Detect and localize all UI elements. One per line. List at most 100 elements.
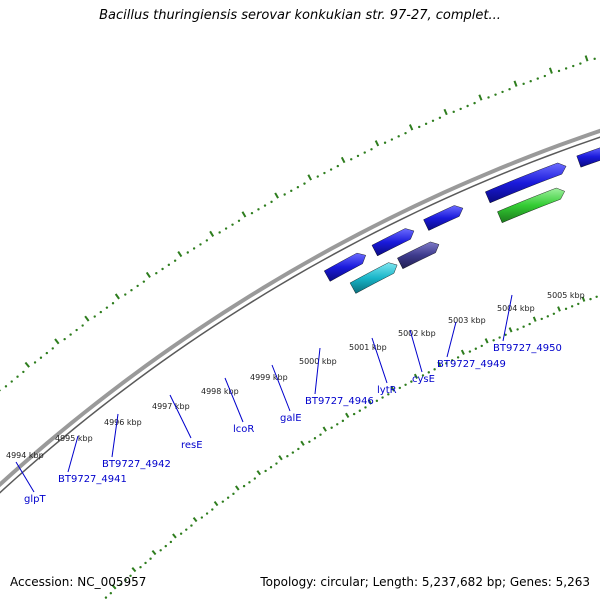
scale-dash	[111, 584, 117, 590]
gene-arrow-BT9727-4941	[397, 241, 440, 270]
scale-dot	[39, 356, 43, 359]
scale-dot	[308, 440, 311, 443]
scale-dot	[418, 125, 421, 129]
scale-dot	[577, 302, 580, 306]
scale-dot	[232, 492, 235, 496]
tick-label: 4994 kbp	[6, 451, 44, 460]
scale-dot	[350, 158, 353, 161]
gene-arrow	[423, 205, 464, 231]
scale-dot	[498, 336, 501, 339]
scale-dot	[336, 423, 339, 426]
scale-dot	[589, 297, 592, 301]
scale-dot	[516, 328, 519, 331]
scale-dot	[474, 347, 478, 350]
scale-dot	[404, 131, 407, 135]
gene-label: cysE	[412, 374, 435, 385]
scale-dot	[494, 93, 497, 96]
scale-dot	[205, 512, 209, 515]
scale-dash	[408, 124, 414, 131]
scale-dot	[595, 295, 598, 298]
scale-dot	[109, 592, 113, 595]
label-leader-line	[111, 413, 119, 458]
scale-dot	[155, 271, 158, 275]
scale-dot	[313, 437, 317, 440]
scale-dot	[211, 508, 214, 511]
scale-dot	[142, 280, 146, 283]
scale-dot	[358, 409, 362, 412]
backbone-inner-line	[0, 136, 600, 494]
scale-dot	[286, 455, 289, 458]
scale-dash	[548, 67, 553, 74]
tick-label: 5000 kbp	[299, 357, 337, 366]
topology-text: Topology: circular; Length: 5,237,682 bp…	[260, 575, 590, 589]
tick-label: 4997 kbp	[152, 402, 190, 411]
scale-dot	[492, 339, 495, 342]
scale-dot	[144, 561, 147, 565]
scale-dash	[209, 230, 215, 237]
scale-dot	[329, 168, 333, 171]
scale-dot	[459, 107, 462, 111]
scale-dot	[528, 322, 531, 326]
scale-dot	[433, 368, 436, 371]
scale-dash	[557, 306, 561, 312]
scale-dot	[257, 208, 260, 211]
scale-dot	[63, 337, 66, 341]
scale-dot	[579, 62, 582, 65]
scale-dot	[190, 524, 193, 527]
tick-label: 4998 kbp	[201, 387, 239, 396]
label-leader-line	[271, 364, 291, 412]
gene-label: BT9727_4941	[58, 474, 127, 485]
scale-dash	[278, 455, 283, 461]
scale-dot	[522, 82, 525, 86]
scale-dot	[164, 544, 167, 548]
tick-label: 5002 kbp	[398, 329, 436, 338]
scale-dash	[322, 426, 327, 432]
scale-dot	[263, 204, 267, 207]
scale-dot	[564, 67, 568, 70]
scale-dot	[248, 481, 251, 484]
scale-dot	[283, 193, 286, 196]
scale-dash	[484, 338, 489, 344]
scale-dot	[375, 399, 379, 403]
scale-dot	[33, 361, 37, 364]
scale-dot	[303, 182, 306, 185]
scale-dash	[513, 80, 518, 87]
scale-dot	[124, 293, 127, 296]
scale-dot	[387, 393, 390, 396]
scale-dot	[69, 333, 72, 336]
scale-dash	[478, 94, 483, 101]
scale-dash	[151, 550, 157, 556]
scale-dot	[593, 57, 596, 61]
scale-dot	[205, 239, 209, 242]
scale-dot	[427, 371, 430, 374]
scale-dot	[186, 251, 189, 254]
scale-dot	[421, 374, 425, 377]
scale-dot	[363, 151, 366, 154]
scale-dash	[177, 251, 183, 258]
gene-arrow-glpT	[349, 262, 398, 294]
scale-dash	[131, 567, 137, 573]
scale-dot	[16, 375, 19, 378]
scale-dot	[4, 385, 8, 388]
scale-dot	[445, 362, 448, 365]
label-leader-line	[224, 377, 244, 423]
scale-dot	[536, 77, 539, 80]
scale-dot	[290, 189, 293, 193]
tick-label: 4996 kbp	[104, 418, 142, 427]
gene-tracks	[323, 147, 600, 294]
scale-dot	[149, 557, 152, 560]
scale-dot	[253, 477, 257, 480]
scale-dot	[501, 90, 504, 94]
tick-label: 5003 kbp	[448, 316, 486, 325]
scale-dot	[231, 223, 234, 226]
scale-dot	[192, 247, 196, 250]
scale-dash	[532, 316, 537, 322]
scale-dot	[93, 315, 96, 318]
scale-dot	[438, 116, 442, 119]
gene-label: BT9727_4949	[437, 359, 506, 370]
scale-dot	[383, 141, 387, 144]
scale-dot	[81, 324, 84, 327]
scale-dot	[546, 315, 550, 318]
scale-ticks: 4994 kbp 4995 kbp 4996 kbp 4997 kbp 4998 kbp…	[6, 291, 585, 460]
